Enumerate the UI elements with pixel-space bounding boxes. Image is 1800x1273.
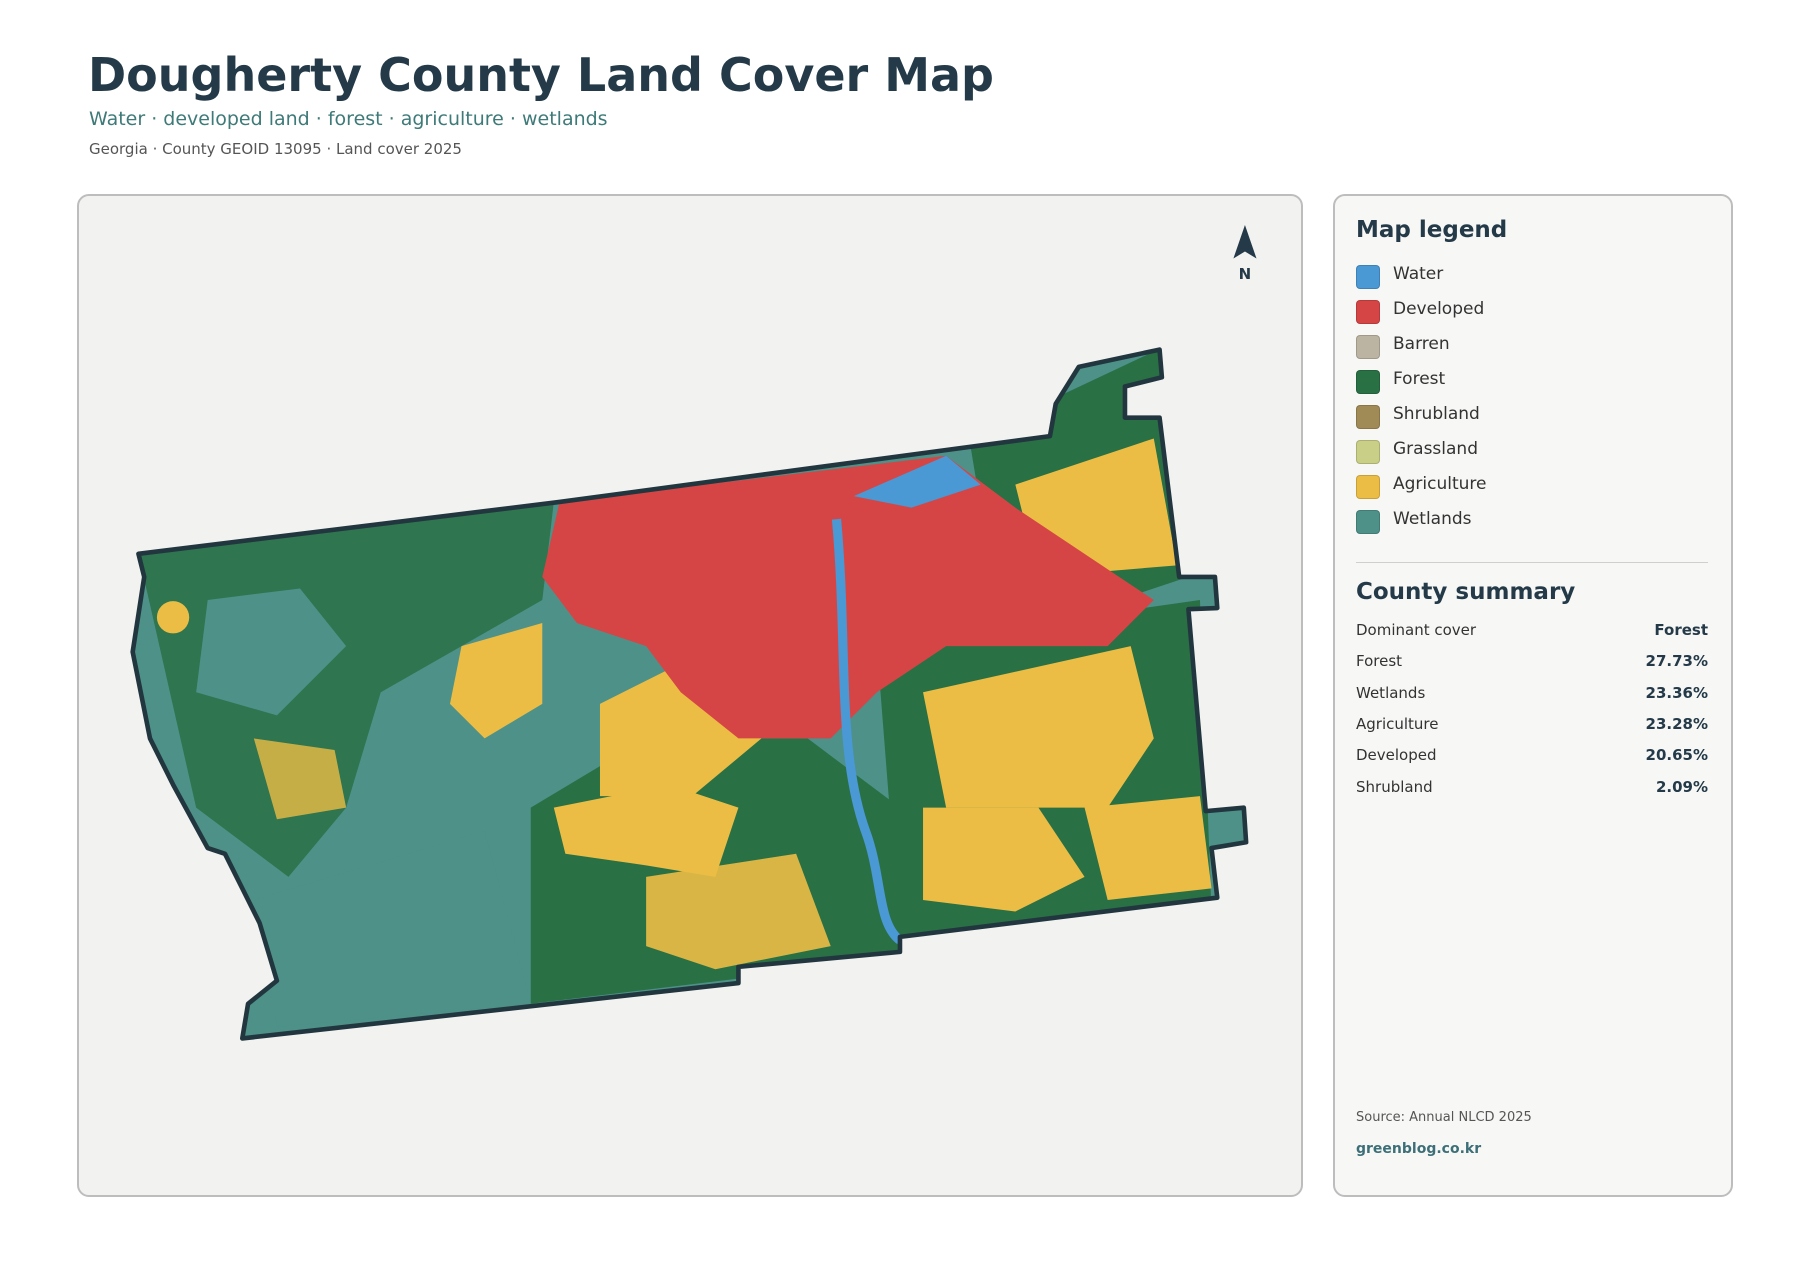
summary-label: Dominant cover [1356, 621, 1477, 639]
legend-label: Grassland [1393, 439, 1478, 459]
source: Source: Annual NLCD 2025 [1356, 1110, 1532, 1125]
divider [1356, 562, 1708, 563]
legend-label: Water [1393, 264, 1444, 284]
summary-label: Forest [1356, 652, 1403, 671]
county-outline [130, 347, 1249, 1041]
legend-swatch [1356, 335, 1380, 359]
meta: Georgia · County GEOID 13095 · Land cove… [89, 140, 462, 158]
summary-value: 23.36% [1645, 683, 1708, 702]
summary-title: County summary [1356, 579, 1576, 605]
legend-label: Developed [1393, 299, 1485, 319]
north-label: N [1239, 265, 1252, 283]
land-cover [132, 349, 1247, 1039]
legend-label: Forest [1393, 369, 1446, 389]
legend-panel [1333, 194, 1733, 1197]
summary-value: Forest [1654, 621, 1708, 639]
north-arrow [1233, 224, 1257, 259]
legend-swatch [1356, 510, 1380, 534]
summary-label: Wetlands [1356, 683, 1426, 702]
site: greenblog.co.kr [1356, 1141, 1482, 1157]
legend-title: Map legend [1356, 217, 1508, 243]
summary-value: 2.09% [1655, 777, 1708, 796]
legend-swatch [1356, 405, 1380, 429]
title: Dougherty County Land Cover Map [88, 48, 994, 102]
legend-label: Wetlands [1393, 509, 1472, 529]
legend-swatch [1356, 440, 1380, 464]
legend-swatch [1356, 370, 1380, 394]
legend-swatch [1356, 265, 1380, 289]
summary-label: Agriculture [1356, 714, 1439, 733]
summary-value: 27.73% [1645, 652, 1708, 671]
summary-label: Shrubland [1356, 777, 1433, 796]
summary-label: Developed [1356, 746, 1437, 765]
legend-swatch [1356, 475, 1380, 499]
legend-label: Agriculture [1393, 474, 1487, 494]
summary-value: 23.28% [1645, 714, 1708, 733]
summary-value: 20.65% [1645, 746, 1708, 765]
legend-label: Shrubland [1393, 404, 1480, 424]
legend-swatch [1356, 300, 1380, 324]
subtitle: Water · developed land · forest · agricu… [89, 108, 608, 130]
legend-label: Barren [1393, 334, 1450, 354]
